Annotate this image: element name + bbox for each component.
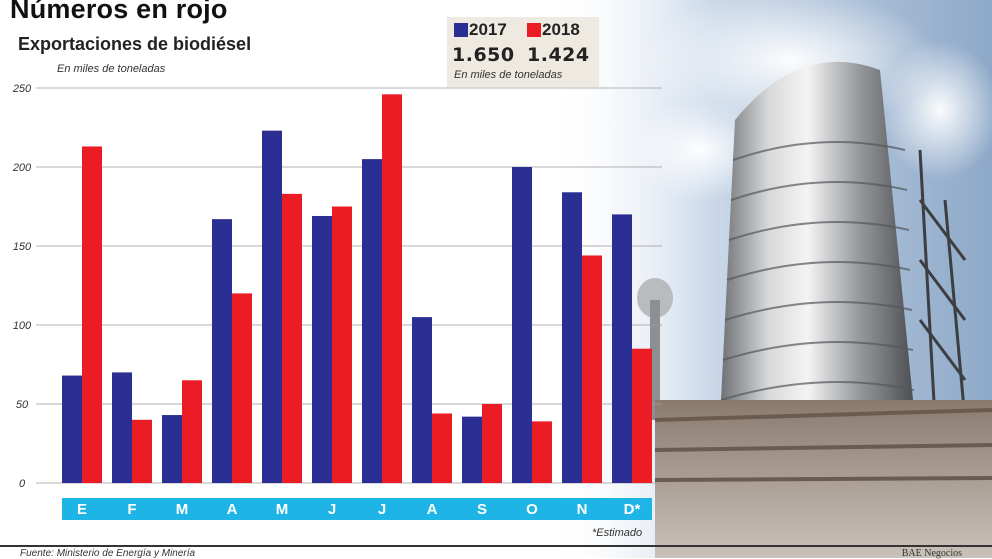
y-tick-label: 250: [12, 83, 32, 95]
bar-2018: [82, 146, 102, 483]
y-tick-label: 100: [13, 320, 32, 332]
bar-2017: [562, 192, 582, 483]
source-note: Fuente: Ministerio de Energía y Minería: [20, 548, 196, 559]
chart-subtitle: Exportaciones de biodiésel: [18, 34, 252, 54]
bar-2017: [262, 130, 282, 483]
bar-2018: [182, 380, 202, 483]
publisher-credit: BAE Negocios: [901, 548, 962, 559]
bar-2018: [232, 293, 252, 483]
legend-swatch-2017: [454, 23, 468, 37]
chart-title: Números en rojo: [10, 0, 228, 24]
x-tick-label: S: [477, 501, 487, 518]
legend-total-2017: 1.650: [452, 44, 515, 66]
y-tick-label: 0: [19, 478, 26, 490]
x-tick-label: M: [276, 501, 289, 518]
legend-item-2018: 2018: [527, 20, 580, 40]
bar-2017: [312, 215, 332, 484]
estimated-footnote: *Estimado: [592, 527, 643, 539]
y-tick-label: 150: [13, 241, 32, 253]
bar-2017: [612, 214, 632, 483]
legend-swatch-2018: [527, 23, 541, 37]
legend-unit: En miles de toneladas: [454, 69, 563, 81]
y-tick-label: 50: [16, 399, 29, 411]
legend-item-2017: 2017: [454, 20, 507, 40]
legend-label-2018: 2018: [542, 20, 580, 39]
bar-2018: [382, 94, 402, 483]
bar-2018: [632, 348, 652, 483]
bar-2017: [412, 317, 432, 483]
bar-2018: [532, 421, 552, 483]
bar-2017: [362, 159, 382, 483]
y-axis-unit-label: En miles de toneladas: [57, 63, 166, 75]
x-tick-label: F: [127, 501, 136, 518]
month-band: [62, 498, 652, 520]
bar-2017: [212, 219, 232, 483]
bar-2017: [162, 415, 182, 483]
y-tick-label: 200: [12, 162, 32, 174]
bar-2017: [462, 416, 482, 483]
x-tick-label: J: [328, 501, 336, 518]
x-tick-label: O: [526, 501, 538, 518]
bar-2017: [112, 372, 132, 483]
legend: 2017 2018 1.650 1.424 En miles de tonela…: [447, 17, 599, 87]
x-tick-label: E: [77, 501, 87, 518]
bar-2017: [62, 375, 82, 483]
legend-total-2018: 1.424: [527, 44, 590, 66]
x-tick-label: N: [577, 501, 588, 518]
x-tick-label: D*: [624, 501, 641, 518]
bar-2018: [332, 206, 352, 483]
bar-2018: [282, 193, 302, 484]
bar-2018: [132, 419, 152, 483]
x-tick-label: A: [427, 501, 438, 518]
x-tick-label: J: [378, 501, 386, 518]
x-tick-label: A: [227, 501, 238, 518]
bar-2017: [512, 167, 532, 483]
legend-label-2017: 2017: [469, 20, 507, 39]
footer-rule: [0, 545, 992, 547]
bar-2018: [482, 404, 502, 483]
x-tick-label: M: [176, 501, 189, 518]
bar-2018: [432, 413, 452, 483]
bar-2018: [582, 255, 602, 483]
